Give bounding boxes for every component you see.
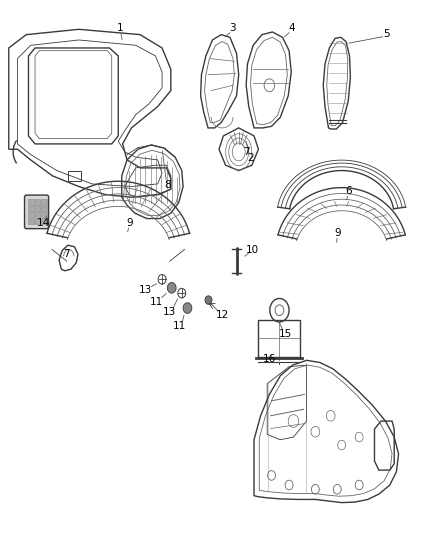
Text: 12: 12 [215, 310, 229, 320]
FancyBboxPatch shape [35, 206, 40, 211]
Text: 2: 2 [247, 154, 254, 163]
FancyBboxPatch shape [28, 219, 34, 224]
Text: 6: 6 [345, 186, 352, 196]
FancyBboxPatch shape [35, 212, 40, 217]
Circle shape [205, 296, 212, 304]
Text: 16: 16 [263, 354, 276, 364]
Text: 13: 13 [163, 308, 176, 317]
FancyBboxPatch shape [25, 195, 49, 229]
Text: 11: 11 [173, 321, 186, 331]
FancyBboxPatch shape [35, 219, 40, 224]
Circle shape [167, 282, 176, 293]
Text: 10: 10 [246, 245, 259, 255]
Text: 14: 14 [37, 218, 50, 228]
Text: 9: 9 [126, 218, 133, 228]
FancyBboxPatch shape [41, 199, 46, 205]
FancyBboxPatch shape [41, 206, 46, 211]
Text: 3: 3 [229, 23, 236, 33]
FancyBboxPatch shape [41, 219, 46, 224]
Text: 4: 4 [288, 23, 295, 33]
Circle shape [183, 303, 192, 313]
Text: 13: 13 [139, 285, 152, 295]
Text: 7: 7 [243, 148, 250, 157]
Text: 1: 1 [117, 23, 124, 33]
Text: 11: 11 [150, 297, 163, 307]
Text: 9: 9 [335, 228, 342, 238]
FancyBboxPatch shape [28, 206, 34, 211]
FancyBboxPatch shape [41, 212, 46, 217]
FancyBboxPatch shape [28, 199, 34, 205]
FancyBboxPatch shape [28, 212, 34, 217]
FancyBboxPatch shape [35, 199, 40, 205]
Text: 5: 5 [383, 29, 390, 38]
Text: 15: 15 [279, 329, 292, 339]
Text: 8: 8 [164, 180, 171, 190]
Text: 7: 7 [63, 249, 70, 259]
